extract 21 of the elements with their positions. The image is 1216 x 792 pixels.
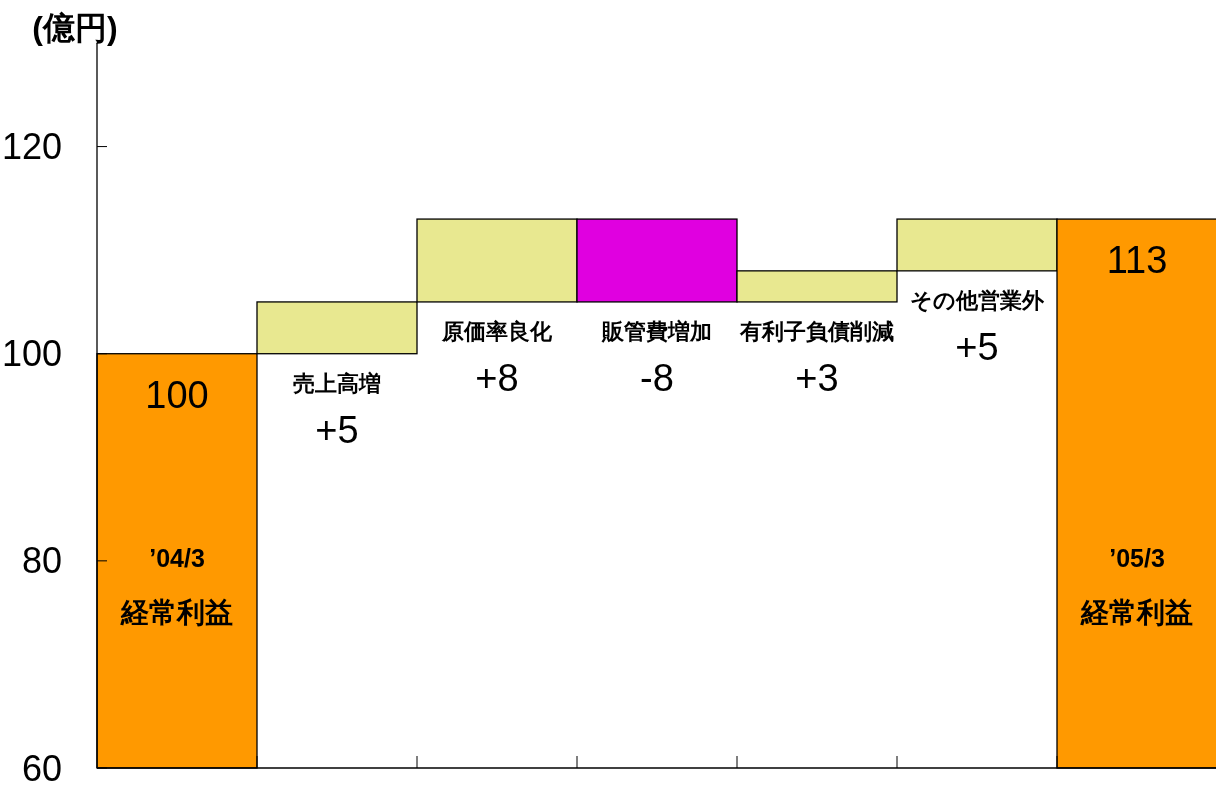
value-label: +8: [475, 356, 519, 399]
category-label: 販管費増加: [602, 319, 712, 345]
category-label: ’04/3: [149, 544, 205, 572]
category-label: ’05/3: [1109, 544, 1165, 572]
category-label: 有利子負債削減: [740, 319, 894, 345]
y-tick-label: 60: [21, 747, 62, 789]
value-label: 113: [1106, 239, 1168, 282]
category-label: 経常利益: [121, 596, 233, 628]
category-label: 売上高増: [293, 371, 381, 397]
category-label: 経常利益: [1081, 596, 1193, 628]
value-label: -8: [640, 356, 674, 399]
value-label: +5: [955, 325, 999, 368]
value-label: +5: [315, 408, 359, 451]
y-axis-title: (億円): [32, 10, 118, 46]
y-tick-label: 100: [1, 333, 62, 375]
y-tick-label: 80: [21, 540, 62, 582]
value-label: +3: [795, 356, 839, 399]
value-label: 100: [145, 373, 209, 416]
category-label: その他営業外: [910, 288, 1044, 314]
y-tick-label: 120: [1, 126, 62, 168]
category-label: 原価率良化: [442, 319, 552, 345]
